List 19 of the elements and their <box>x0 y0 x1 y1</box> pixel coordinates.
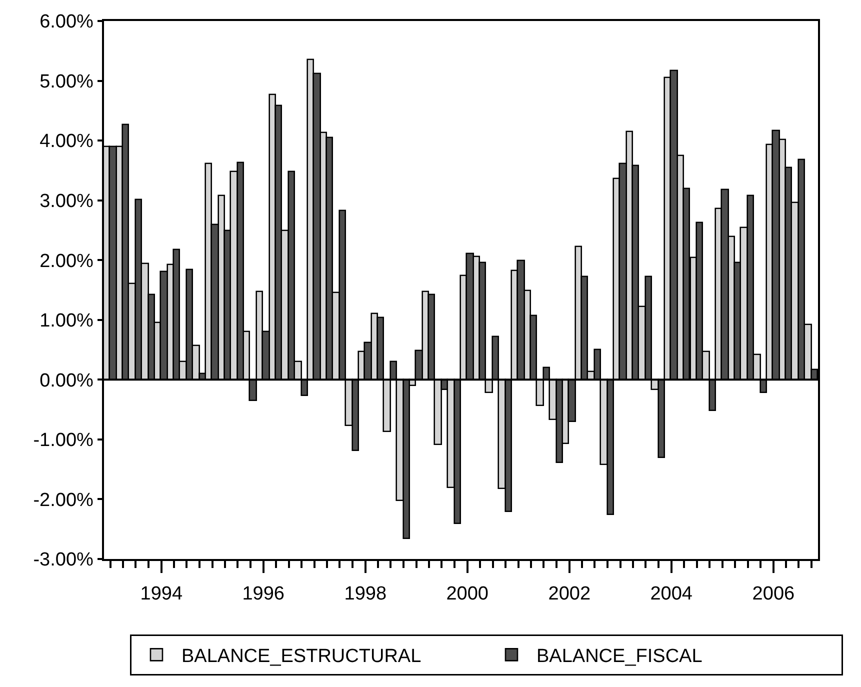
y-tick-label: -2.00% <box>33 490 94 511</box>
legend-label: BALANCE_ESTRUCTURAL <box>181 646 422 668</box>
y-tick-label: -1.00% <box>33 430 94 452</box>
y-tick-label: 0.00% <box>40 370 94 392</box>
x-tick-label: 2006 <box>752 584 795 605</box>
x-tick-label: 2004 <box>650 584 693 605</box>
y-tick-label: 4.00% <box>40 131 94 152</box>
y-tick-label: 5.00% <box>40 71 94 92</box>
x-tick-label: 2002 <box>548 584 591 605</box>
x-tick-label: 1998 <box>344 584 387 605</box>
legend-label: BALANCE_FISCAL <box>536 646 702 668</box>
x-tick-label: 1996 <box>242 584 284 605</box>
y-tick-label: 6.00% <box>40 12 94 33</box>
y-tick-label: -3.00% <box>33 550 94 571</box>
y-tick-label: 1.00% <box>40 310 94 332</box>
y-tick-label: 3.00% <box>40 190 94 212</box>
y-tick-label: 2.00% <box>40 250 94 272</box>
x-tick-label: 1994 <box>140 584 183 605</box>
x-tick-label: 2000 <box>446 584 488 605</box>
